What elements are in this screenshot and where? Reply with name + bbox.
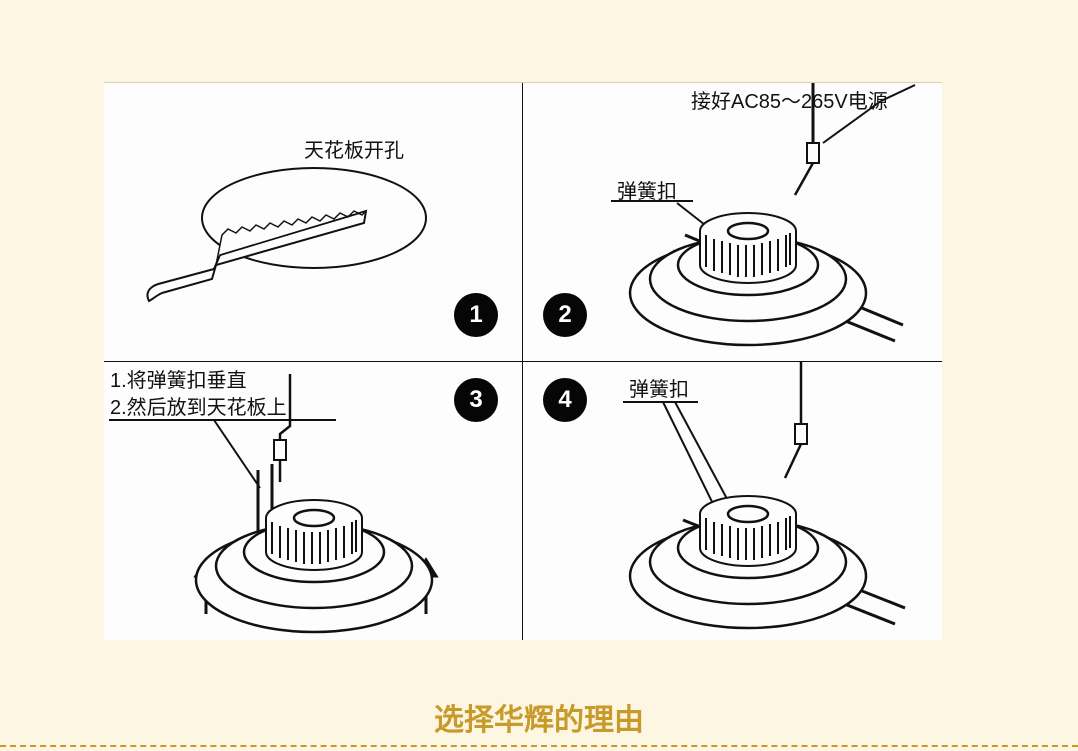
page-root: 天花板开孔 1 接好AC85～265V电源 弹簧扣 bbox=[0, 0, 1078, 751]
badge-step-3: 3 bbox=[454, 378, 498, 422]
lamp-step-4 bbox=[618, 466, 878, 646]
badge-step-4-num: 4 bbox=[558, 386, 571, 414]
badge-step-3-num: 3 bbox=[469, 386, 482, 414]
badge-step-4: 4 bbox=[543, 378, 587, 422]
badge-step-2: 2 bbox=[543, 293, 587, 337]
divider-dashed bbox=[0, 745, 1078, 747]
panel-step-3: 1.将弹簧扣垂直 2.然后放到天花板上 bbox=[104, 362, 523, 641]
badge-step-1: 1 bbox=[454, 293, 498, 337]
section-title: 选择华辉的理由 bbox=[0, 695, 1078, 739]
lamp-step-2 bbox=[618, 183, 878, 363]
badge-step-1-num: 1 bbox=[469, 301, 482, 329]
panel-step-2: 接好AC85～265V电源 弹簧扣 bbox=[523, 83, 942, 362]
panel-step-1: 天花板开孔 1 bbox=[104, 83, 523, 362]
install-diagram: 天花板开孔 1 接好AC85～265V电源 弹簧扣 bbox=[104, 82, 942, 640]
lamp-step-3 bbox=[184, 470, 444, 650]
panel-step-4: 弹簧扣 bbox=[523, 362, 942, 641]
badge-step-2-num: 2 bbox=[558, 301, 571, 329]
